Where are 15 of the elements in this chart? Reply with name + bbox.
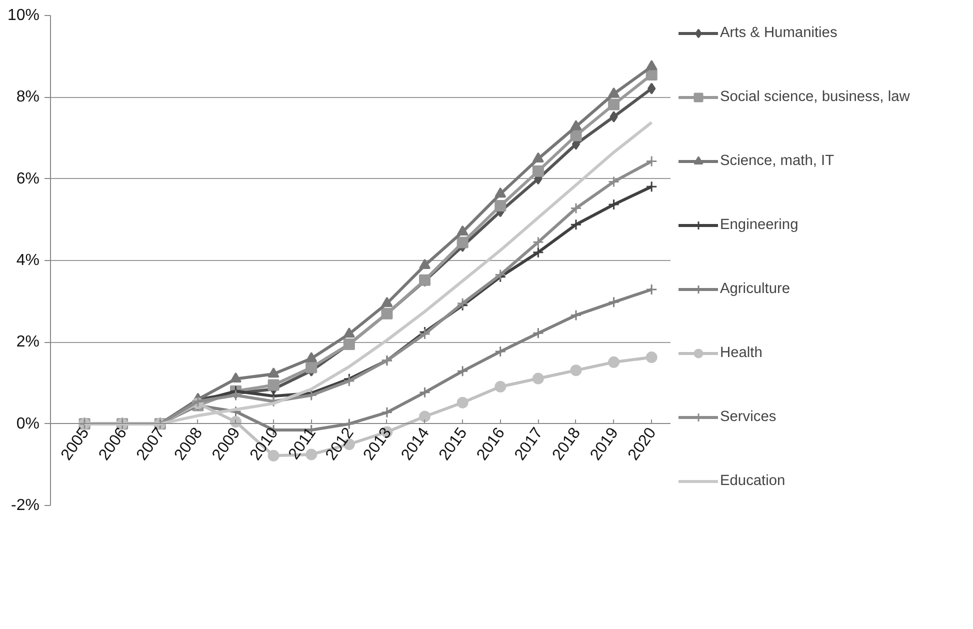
legend-label: Health: [720, 345, 762, 361]
y-tick-label: 4%: [16, 252, 40, 269]
legend-label: Social science, business, law: [720, 89, 910, 105]
y-tick-label: 2%: [16, 334, 40, 351]
legend-label: Education: [720, 473, 786, 489]
legend-label: Science, math, IT: [720, 153, 834, 169]
y-tick-label: -2%: [11, 497, 40, 514]
legend-label: Agriculture: [720, 281, 790, 297]
legend-label: Services: [720, 409, 776, 425]
y-tick-label: 6%: [16, 170, 40, 188]
y-tick-label: 8%: [16, 88, 40, 106]
y-tick-label: 10%: [7, 7, 40, 24]
y-tick-label: 0%: [16, 415, 40, 432]
legend-label: Engineering: [720, 217, 798, 233]
legend-label: Arts & Humanities: [720, 25, 838, 41]
